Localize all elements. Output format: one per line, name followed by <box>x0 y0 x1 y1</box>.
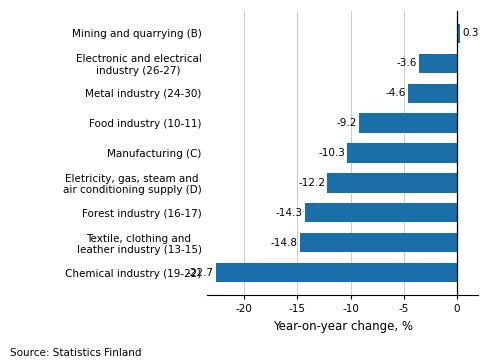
Bar <box>215 263 457 282</box>
X-axis label: Year-on-year change, %: Year-on-year change, % <box>273 320 413 333</box>
Bar <box>305 203 457 222</box>
Text: -3.6: -3.6 <box>396 58 417 68</box>
Text: -14.8: -14.8 <box>271 238 297 248</box>
Text: -12.2: -12.2 <box>298 178 325 188</box>
Bar <box>419 54 457 73</box>
Bar <box>457 24 460 43</box>
Bar <box>300 233 457 252</box>
Bar <box>348 143 457 163</box>
Text: -22.7: -22.7 <box>186 267 213 278</box>
Text: -4.6: -4.6 <box>386 88 406 98</box>
Text: 0.3: 0.3 <box>462 28 479 39</box>
Text: -9.2: -9.2 <box>337 118 357 128</box>
Bar <box>327 173 457 193</box>
Bar <box>359 113 457 133</box>
Text: Source: Statistics Finland: Source: Statistics Finland <box>10 348 141 358</box>
Text: -10.3: -10.3 <box>318 148 345 158</box>
Bar <box>408 84 457 103</box>
Text: -14.3: -14.3 <box>276 208 303 218</box>
